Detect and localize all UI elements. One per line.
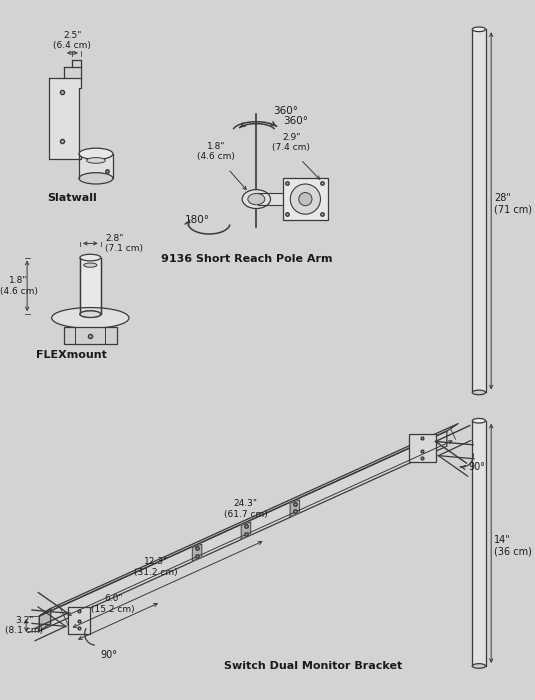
Ellipse shape xyxy=(472,390,486,395)
Ellipse shape xyxy=(80,311,101,318)
Text: 180°: 180° xyxy=(185,215,210,225)
Text: 90°: 90° xyxy=(101,650,118,660)
FancyBboxPatch shape xyxy=(64,328,117,344)
Ellipse shape xyxy=(87,158,105,163)
Text: 12.3"
(31.2 cm): 12.3" (31.2 cm) xyxy=(134,557,178,577)
Ellipse shape xyxy=(472,27,486,32)
Text: 1.8"
(4.6 cm): 1.8" (4.6 cm) xyxy=(0,276,37,295)
Polygon shape xyxy=(290,500,300,517)
Circle shape xyxy=(299,193,312,206)
Polygon shape xyxy=(40,431,447,631)
Text: 360°: 360° xyxy=(282,116,308,125)
Ellipse shape xyxy=(242,190,271,209)
Text: 28"
(71 cm): 28" (71 cm) xyxy=(494,193,532,215)
FancyBboxPatch shape xyxy=(409,434,435,462)
FancyBboxPatch shape xyxy=(68,608,90,634)
Text: 2.5"
(6.4 cm): 2.5" (6.4 cm) xyxy=(54,31,91,50)
FancyBboxPatch shape xyxy=(282,178,328,220)
Ellipse shape xyxy=(80,311,101,318)
Text: FLEXmount: FLEXmount xyxy=(36,350,107,360)
FancyBboxPatch shape xyxy=(79,154,113,178)
Text: Slatwall: Slatwall xyxy=(48,193,97,204)
FancyBboxPatch shape xyxy=(80,258,101,314)
Text: 24.3"
(61.7 cm): 24.3" (61.7 cm) xyxy=(224,499,268,519)
Polygon shape xyxy=(49,78,81,160)
Text: 90°: 90° xyxy=(469,462,486,472)
FancyBboxPatch shape xyxy=(472,29,486,393)
Text: 2.9"
(7.4 cm): 2.9" (7.4 cm) xyxy=(272,132,310,152)
Text: 360°: 360° xyxy=(273,106,299,116)
Polygon shape xyxy=(193,544,202,561)
Text: 2.8"
(7.1 cm): 2.8" (7.1 cm) xyxy=(105,234,143,253)
Ellipse shape xyxy=(79,148,113,160)
Polygon shape xyxy=(40,608,51,631)
Ellipse shape xyxy=(79,173,113,184)
Polygon shape xyxy=(40,424,458,616)
Ellipse shape xyxy=(52,307,129,328)
Text: 9136 Short Reach Pole Arm: 9136 Short Reach Pole Arm xyxy=(161,254,333,264)
Ellipse shape xyxy=(83,263,97,267)
Text: Switch Dual Monitor Bracket: Switch Dual Monitor Bracket xyxy=(224,662,402,671)
Ellipse shape xyxy=(248,193,265,204)
Circle shape xyxy=(291,184,320,214)
Ellipse shape xyxy=(80,254,101,261)
Text: 3.2"
(8.1 cm): 3.2" (8.1 cm) xyxy=(5,616,43,635)
Text: 14"
(36 cm): 14" (36 cm) xyxy=(494,536,532,557)
Text: 1.8"
(4.6 cm): 1.8" (4.6 cm) xyxy=(197,142,235,162)
Polygon shape xyxy=(241,522,251,538)
FancyBboxPatch shape xyxy=(472,421,486,666)
Polygon shape xyxy=(258,193,285,204)
Text: 6.0"
(15.2 cm): 6.0" (15.2 cm) xyxy=(91,594,135,614)
Ellipse shape xyxy=(472,664,486,668)
Ellipse shape xyxy=(472,419,486,423)
